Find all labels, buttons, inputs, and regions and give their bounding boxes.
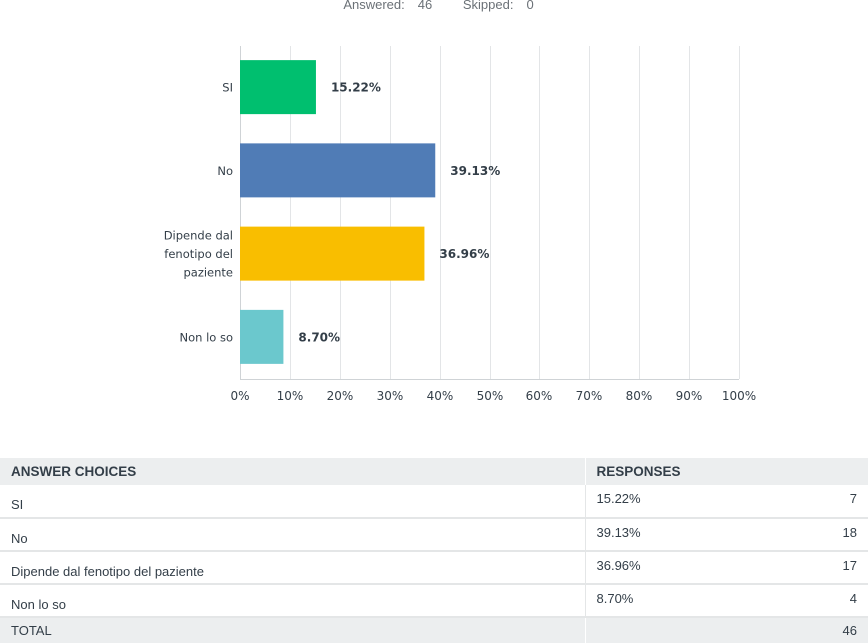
responses-header: RESPONSES <box>585 458 868 485</box>
x-tick-label: 40% <box>427 389 454 403</box>
x-tick-label: 60% <box>526 389 553 403</box>
total-row: TOTAL 46 <box>0 617 868 643</box>
x-tick-label: 50% <box>477 389 504 403</box>
category-label: Non lo so <box>180 330 234 344</box>
total-count: 46 <box>785 617 868 643</box>
answered-label: Answered: <box>343 0 405 12</box>
total-label: TOTAL <box>0 617 586 643</box>
bar <box>240 226 425 281</box>
bar-value-label: 36.96% <box>439 247 489 261</box>
row-count: 7 <box>785 485 868 519</box>
row-percent: 36.96% <box>585 551 785 585</box>
row-percent: 8.70% <box>585 584 785 618</box>
skipped-label: Skipped: <box>462 0 514 12</box>
x-tick-label: 70% <box>576 389 603 403</box>
row-choice: Dipende dal fenotipo del paziente <box>0 551 586 585</box>
table-row: Non lo so 8.70% 4 <box>0 584 868 618</box>
skipped-value: 0 <box>526 0 534 12</box>
bar <box>240 309 284 364</box>
bar-value-label: 15.22% <box>331 81 381 95</box>
table-row: Dipende dal fenotipo del paziente 36.96%… <box>0 551 868 585</box>
category-label: No <box>217 164 233 178</box>
table-row: No 39.13% 18 <box>0 518 868 552</box>
category-label: paziente <box>183 266 233 280</box>
x-tick-label: 20% <box>327 389 354 403</box>
row-count: 17 <box>785 551 868 585</box>
response-summary: Answered: 46 Skipped: 0 <box>0 0 868 12</box>
category-label: Dipende dal <box>164 229 233 243</box>
row-choice: SI <box>0 485 586 519</box>
x-tick-label: 0% <box>230 389 249 403</box>
x-tick-label: 90% <box>676 389 703 403</box>
row-percent: 39.13% <box>585 518 785 552</box>
row-choice: No <box>0 518 586 552</box>
x-tick-label: 30% <box>377 389 404 403</box>
row-percent: 15.22% <box>585 485 785 519</box>
category-label: fenotipo del <box>164 247 233 261</box>
answered-count: Answered: 46 <box>334 0 432 12</box>
skipped-count: Skipped: 0 <box>454 0 534 12</box>
table-header: ANSWER CHOICES RESPONSES <box>0 458 868 485</box>
table-row: SI 15.22% 7 <box>0 485 868 519</box>
row-choice: Non lo so <box>0 584 586 618</box>
bar <box>240 143 436 198</box>
row-count: 4 <box>785 584 868 618</box>
bar <box>240 60 316 115</box>
x-tick-label: 10% <box>277 389 304 403</box>
x-tick-label: 80% <box>626 389 653 403</box>
answer-choices-header: ANSWER CHOICES <box>0 458 586 485</box>
category-label: SI <box>222 81 233 95</box>
responses-table: ANSWER CHOICES RESPONSES SI 15.22% 7 No … <box>0 458 868 643</box>
total-spacer <box>585 617 785 643</box>
bar-chart: 0% 10% 20% 30% 40% 50% 60% 70% 80% 90% 100% 15.22% S… <box>164 46 756 403</box>
bar-value-label: 8.70% <box>298 330 340 344</box>
bar-value-label: 39.13% <box>450 164 500 178</box>
x-tick-label: 100% <box>722 389 756 403</box>
answered-value: 46 <box>417 0 433 12</box>
row-count: 18 <box>785 518 868 552</box>
